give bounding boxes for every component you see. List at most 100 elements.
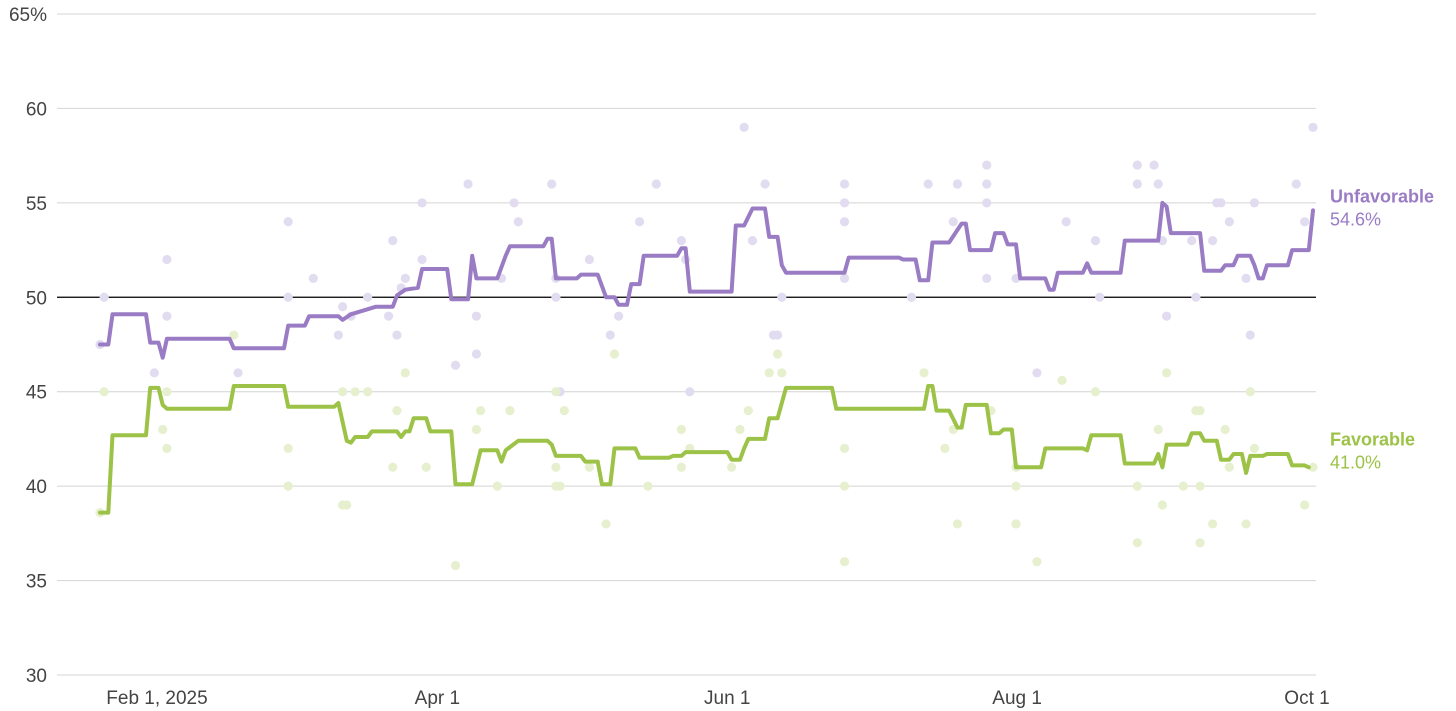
favorable-poll-point [471,424,482,435]
favorable-poll-point [1153,424,1163,435]
unfavorable-poll-point [1249,198,1260,208]
favorable-poll-point [1195,538,1205,548]
favorable-poll-point [1057,375,1067,385]
favorable-poll-point [392,406,402,416]
favorable-poll-point [551,387,561,397]
favorable-end-value: 41.0% [1330,452,1381,472]
favorable-poll-point [839,481,850,491]
unfavorable-poll-point [1095,292,1105,302]
unfavorable-poll-point [1032,368,1042,378]
favorable-poll-point [342,500,352,510]
favorable-poll-point [505,406,515,416]
favorable-poll-point [726,462,737,472]
unfavorable-poll-point [605,330,615,340]
unfavorable-poll-point [149,368,159,378]
favorable-poll-point [1249,443,1260,453]
favorable-poll-point [609,349,620,359]
unfavorable-poll-point [233,368,243,378]
favorable-poll-point [1195,406,1205,416]
favorable-poll-point [1224,462,1234,472]
unfavorable-poll-point [162,311,172,321]
unfavorable-poll-point [584,254,594,265]
favorable-poll-point [1011,481,1021,491]
y-tick-label-55: 55 [26,194,47,215]
favorable-poll-point [764,368,774,378]
unfavorable-poll-point [1224,217,1234,227]
unfavorable-poll-point [923,179,933,189]
favorable-poll-point [601,519,611,529]
unfavorable-poll-point [1300,217,1310,227]
favorable-poll-point [421,462,431,472]
unfavorable-poll-point [1208,236,1218,246]
favorable-poll-point [777,368,787,378]
unfavorable-poll-point [739,122,749,132]
unfavorable-poll-point [982,179,992,189]
favorable-poll-point [388,462,398,472]
unfavorable-poll-point [982,160,992,170]
x-tick-label-2025-06-01: Jun 1 [704,688,750,709]
unfavorable-poll-point [283,217,293,227]
unfavorable-poll-point [333,330,343,340]
grid-layer: 65% 60 55 50 45 40 35 30 [9,5,1316,687]
x-tick-label-2025-08-01: Aug 1 [992,688,1042,709]
unfavorable-poll-point [392,330,402,340]
unfavorable-poll-point [283,292,293,302]
unfavorable-poll-point [363,292,373,302]
favorable-poll-point [229,330,239,340]
favorable-poll-point [735,424,745,435]
unfavorable-poll-point [388,236,398,246]
y-tick-label-40: 40 [26,477,47,498]
favorable-poll-point [1195,481,1205,491]
x-tick-label-2025-02-01: Feb 1, 2025 [106,688,207,709]
unfavorable-poll-point [308,273,318,283]
unfavorable-poll-point [839,198,850,208]
favorable-poll-point [1157,500,1168,510]
unfavorable-poll-point [982,198,992,208]
favorable-poll-point [1011,519,1021,529]
y-tick-label-65: 65% [9,5,47,26]
unfavorable-poll-point [676,236,686,246]
favorable-poll-point [555,481,565,491]
favorable-poll-point [283,481,293,491]
unfavorable-poll-point [839,273,850,283]
x-axis: Feb 1, 2025 Apr 1 Jun 1 Aug 1 Oct 1 [106,688,1329,709]
unfavorable-poll-point [614,311,624,321]
favorable-poll-point [283,443,293,453]
series-end-labels: Unfavorable 54.6% Favorable 41.0% [1330,186,1434,472]
favorable-series-label: Favorable [1330,429,1415,449]
unfavorable-poll-point [400,273,410,283]
y-tick-label-35: 35 [26,572,47,593]
favorable-poll-point [158,424,168,435]
unfavorable-poll-point [777,292,787,302]
unfavorable-poll-point [1153,179,1163,189]
favorable-poll-point [839,557,850,567]
favorable-poll-point [363,387,373,397]
unfavorable-poll-point [1191,292,1201,302]
unfavorable-poll-point [634,217,645,227]
unfavorable-poll-point [417,254,427,265]
favorable-poll-point [450,560,461,571]
unfavorable-poll-point [982,273,992,283]
favorable-trend-line [98,384,1311,515]
favorable-poll-point [952,519,963,529]
trend-lines-layer [98,200,1315,515]
favorable-poll-point [337,387,348,397]
favorable-poll-point [1308,462,1318,472]
unfavorable-poll-point [651,179,661,189]
unfavorable-poll-point [162,254,172,265]
unfavorable-end-value: 54.6% [1330,209,1381,229]
favorable-poll-point [559,406,569,416]
unfavorable-poll-point [551,292,561,302]
favorable-poll-point [1178,481,1188,491]
unfavorable-poll-point [383,311,394,321]
unfavorable-poll-point [471,311,482,321]
favorable-poll-point [551,462,561,472]
favorable-poll-point [1090,387,1101,397]
favorable-poll-point [492,481,502,491]
y-tick-label-50: 50 [26,288,47,309]
unfavorable-poll-point [450,360,461,370]
unfavorable-poll-point [747,236,758,246]
favorable-poll-point [584,462,594,472]
